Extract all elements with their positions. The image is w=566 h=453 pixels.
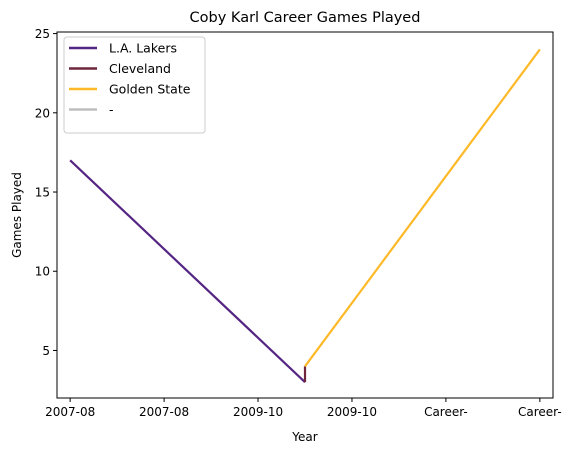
series-line-2 [304, 48, 541, 367]
series-line-0 [69, 159, 306, 383]
chart-title: Coby Karl Career Games Played [190, 10, 421, 26]
y-tick-label: 25 [35, 27, 50, 41]
y-tick-label: 5 [42, 344, 50, 358]
legend-label-1: Cleveland [109, 61, 171, 76]
y-axis: 5 10 15 20 25 [35, 27, 57, 358]
legend-label-3: - [109, 102, 114, 117]
plot-area [56, 31, 554, 399]
x-axis-label: Year [291, 430, 317, 444]
x-tick-label: 2009-10 [327, 405, 377, 419]
plot-frame [56, 31, 554, 399]
legend-label-0: L.A. Lakers [109, 41, 177, 56]
x-tick-label: Career- [424, 405, 468, 419]
y-axis-label: Games Played [10, 172, 24, 258]
x-tick-label: 2009-10 [233, 405, 283, 419]
x-tick-label: Career- [518, 405, 562, 419]
y-tick-label: 15 [35, 186, 50, 200]
legend: L.A. Lakers Cleveland Golden State - [63, 36, 206, 134]
y-tick-label: 20 [35, 106, 50, 120]
x-tick-label: 2007-08 [139, 405, 189, 419]
x-tick-label: 2007-08 [45, 405, 95, 419]
y-tick-label: 10 [35, 265, 50, 279]
legend-box [63, 36, 206, 134]
x-axis: 2007-08 2007-08 2009-10 2009-10 Career- Caree… [45, 398, 562, 419]
legend-label-2: Golden State [109, 82, 191, 97]
